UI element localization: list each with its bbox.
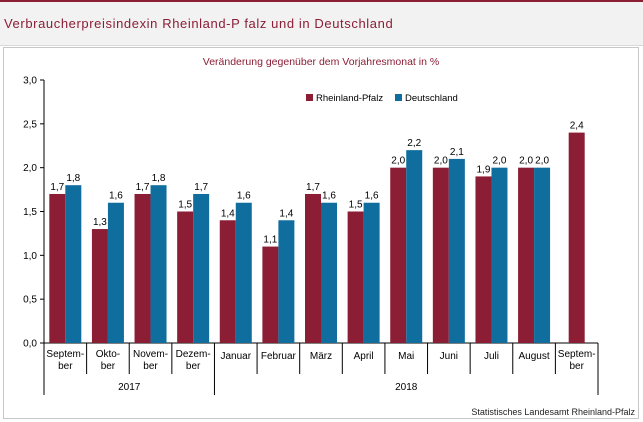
bar-rheinland-pfalz [518,167,535,343]
bar-rheinland-pfalz [262,246,279,343]
bar-rheinland-pfalz [219,220,236,343]
bar-value-label: 1,7 [136,182,150,193]
bar-deutschland [193,193,210,343]
legend-label: Deutschland [405,93,458,104]
bar-deutschland [278,220,295,343]
x-category-label: Septem- [46,349,84,360]
x-category-label: ber [101,361,116,372]
bar-value-label: 1,8 [152,173,166,184]
bar-value-label: 2,0 [391,156,405,167]
y-tick-label: 1,5 [23,207,37,218]
bar-deutschland [363,202,380,343]
bar-value-label: 1,9 [477,164,491,175]
bar-value-label: 2,0 [535,156,549,167]
x-category-label: ber [569,361,584,372]
x-category-label: Okto- [96,349,120,360]
x-category-label: Dezem- [176,349,211,360]
x-category-label: ber [186,361,201,372]
bar-value-label: 1,1 [263,235,277,246]
bar-rheinland-pfalz [347,211,364,343]
bar-value-label: 1,7 [306,182,320,193]
x-category-label: Februar [261,351,297,362]
x-category-label: Januar [220,351,251,362]
bar-value-label: 1,6 [322,191,336,202]
bar-value-label: 2,2 [407,138,421,149]
bar-deutschland [321,202,337,343]
bar-deutschland [65,185,82,343]
bar-rheinland-pfalz [432,167,449,343]
x-category-label: April [354,351,374,362]
x-category-label: Juli [484,351,499,362]
bar-rheinland-pfalz [305,193,321,343]
bar-value-label: 1,6 [237,191,251,202]
bar-value-label: 1,6 [365,191,379,202]
y-tick-label: 0,0 [23,339,37,350]
x-category-label: ber [58,361,73,372]
year-label: 2018 [395,382,418,393]
y-tick-label: 3,0 [23,76,37,87]
bar-rheinland-pfalz [390,167,407,343]
x-category-label: ber [143,361,158,372]
bar-deutschland [235,202,252,343]
bar-deutschland [491,167,508,343]
bar-rheinland-pfalz [134,193,151,343]
page-title: Verbraucherpreisindexin Rheinland-P falz… [4,16,394,31]
legend-swatch [306,94,313,101]
x-category-label: Septem- [558,349,596,360]
bar-value-label: 1,5 [178,200,192,211]
y-tick-label: 0,5 [23,295,37,306]
legend-label: Rheinland-Pfalz [316,93,383,104]
legend-swatch [395,94,402,101]
bar-value-label: 2,4 [570,121,584,132]
bar-value-label: 1,8 [66,173,80,184]
bar-rheinland-pfalz [568,132,585,343]
bar-value-label: 1,7 [50,182,64,193]
bar-deutschland [406,150,423,343]
top-accent-bar [0,0,643,2]
bar-value-label: 2,0 [434,156,448,167]
x-category-label: Novem- [133,349,168,360]
chart-subtitle: Veränderung gegenüber dem Vorjahresmonat… [203,56,439,68]
bar-rheinland-pfalz [49,193,66,343]
bar-deutschland [448,158,465,343]
y-tick-label: 2,5 [23,119,37,130]
bar-value-label: 1,3 [93,217,107,228]
bar-value-label: 1,4 [221,208,235,219]
bar-value-label: 1,4 [279,208,293,219]
bar-value-label: 2,1 [450,147,464,158]
y-tick-label: 1,0 [23,251,37,262]
x-category-label: Juni [440,351,458,362]
bar-deutschland [150,185,167,343]
bar-value-label: 2,0 [493,156,507,167]
header: Verbraucherpreisindexin Rheinland-P falz… [0,2,643,46]
bar-deutschland [534,167,551,343]
bar-rheinland-pfalz [475,176,492,343]
bar-rheinland-pfalz [91,229,108,343]
x-category-label: Mai [398,351,414,362]
y-tick-label: 2,0 [23,163,37,174]
x-category-label: März [310,351,332,362]
bar-value-label: 2,0 [519,156,533,167]
year-label: 2017 [118,382,141,393]
x-category-label: August [519,351,550,362]
bar-value-label: 1,6 [109,191,123,202]
source-note: Statistisches Landesamt Rheinland-Pfalz [471,407,635,417]
bar-value-label: 1,7 [194,182,208,193]
bar-rheinland-pfalz [177,211,194,343]
bar-value-label: 1,5 [349,200,363,211]
bar-deutschland [107,202,124,343]
